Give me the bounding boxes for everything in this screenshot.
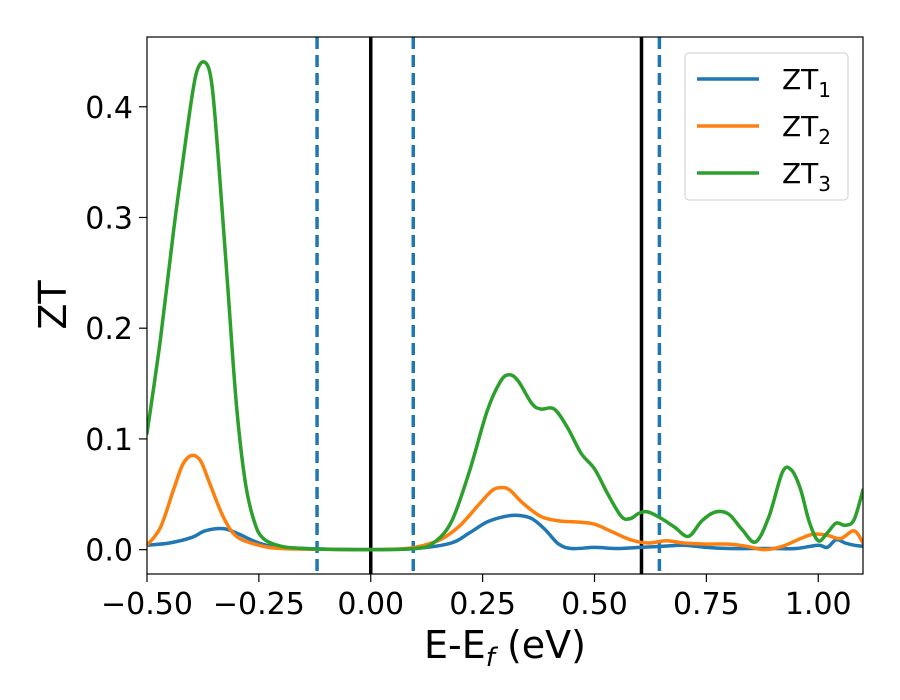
x-tick-label: 1.00 [785,587,852,622]
x-tick-label: 0.75 [673,587,740,622]
x-tick-label: 0.00 [337,587,404,622]
x-axis-label: E-Ef (eV) [424,623,586,673]
series-line-zt2 [147,453,863,552]
legend: ZT1 ZT2 ZT3 [684,52,849,201]
y-tick-label: 0.3 [85,201,133,236]
x-tick-label: 0.50 [561,587,628,622]
reference-lines [315,37,662,574]
y-axis-label: ZT [31,280,75,330]
y-tick-label: 0.4 [85,91,133,126]
legend-label-zt3: ZT3 [782,157,831,196]
x-tick-label: 0.25 [449,587,516,622]
legend-label-zt1: ZT1 [782,63,831,102]
y-tick-label: 0.1 [85,423,133,458]
plot-frame [146,36,864,575]
series-group [147,60,863,552]
x-tick-label: −0.25 [213,587,305,622]
y-tick-label: 0.0 [85,534,133,569]
y-tick-label: 0.2 [85,312,133,347]
legend-box [684,52,849,201]
series-line-zt3 [147,60,863,552]
x-axis-ticks: −0.50 −0.25 0.00 0.25 0.50 0.75 1.00 [101,574,852,622]
legend-label-zt2: ZT2 [782,110,831,149]
series-line-zt1 [147,513,863,552]
x-tick-label: −0.50 [101,587,193,622]
y-axis-ticks: 0.0 0.1 0.2 0.3 0.4 [85,91,147,569]
